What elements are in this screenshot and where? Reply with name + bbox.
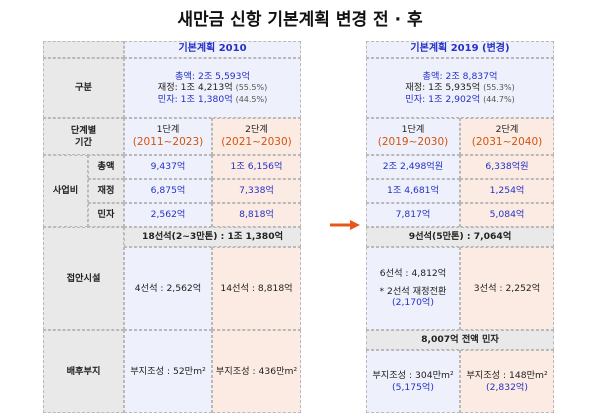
phase1-range-after: (2019~2030) xyxy=(377,135,449,148)
summary-total-after: 총액: 2조 8,837억 xyxy=(422,70,498,82)
land-p1-after: 부지조성 : 304만m² (5,175억) xyxy=(366,350,460,413)
summary-fiscal: 재정: 1조 4,213억 xyxy=(157,82,233,94)
phase2-range: (2021~2030) xyxy=(221,135,292,148)
cost-fiscal-label: 재정 xyxy=(88,179,124,203)
berth-p1-line3: (2,170억) xyxy=(392,297,434,309)
land-p2-before: 부지조성 : 436만m² xyxy=(212,330,301,413)
header-plan-2010: 기본계획 2010 xyxy=(124,41,301,58)
phase2-after: 2단계 (2031~2040) xyxy=(460,118,554,155)
berth-total-before: 18선석(2~3만톤) : 1조 1,380억 xyxy=(124,227,301,247)
land-total-after: 8,007억 전액 민자 xyxy=(366,330,554,350)
row-label-berth: 접안시설 xyxy=(43,227,124,330)
phase2-before: 2단계 (2021~2030) xyxy=(212,118,301,155)
p2-fiscal-before: 7,338억 xyxy=(212,179,301,203)
land-p2-label: 부지조성 : 148만m² xyxy=(466,370,548,381)
land-p2-after: 부지조성 : 148만m² (2,832억) xyxy=(460,350,554,413)
p2-total-before: 1조 6,156억 xyxy=(212,155,301,179)
corner-cell xyxy=(43,41,124,58)
summary-fiscal-after: 재정: 1조 5,935억 xyxy=(405,82,481,94)
p1-private-after: 7,817억 xyxy=(366,203,460,227)
summary-private-pct-after: (44.7%) xyxy=(483,94,515,104)
page-title: 새만금 신항 기본계획 변경 전 · 후 xyxy=(177,10,423,30)
p2-private-before: 8,818억 xyxy=(212,203,301,227)
berth-total-after: 9선석(5만톤) : 7,064억 xyxy=(366,227,554,247)
p2-total-after: 6,338억원 xyxy=(460,155,554,179)
p1-fiscal-before: 6,875억 xyxy=(124,179,212,203)
berth-p2-before: 14선석 : 8,818억 xyxy=(212,247,301,330)
phase-label-line1: 단계별 xyxy=(70,125,97,136)
land-p1-before: 부지조성 : 52만m² xyxy=(124,330,212,413)
berth-p1-after: 6선석 : 4,812억 * 2선석 재정전환 (2,170억) xyxy=(366,247,460,330)
cost-private-label: 민자 xyxy=(88,203,124,227)
p1-private-before: 2,562억 xyxy=(124,203,212,227)
p2-fiscal-after: 1,254억 xyxy=(460,179,554,203)
row-label-cost: 사업비 xyxy=(43,155,88,227)
p1-fiscal-after: 1조 4,681억 xyxy=(366,179,460,203)
cost-total-label: 총액 xyxy=(88,155,124,179)
table-before: 기본계획 2010 구분 총액: 2조 5,593억 재정: 1조 4,213억… xyxy=(43,41,301,413)
berth-p1-line2: * 2선석 재정전환 xyxy=(379,285,447,297)
phase2-label: 2단계 xyxy=(245,124,268,136)
row-label-hinterland: 배후부지 xyxy=(43,330,124,413)
berth-p1-before: 4선석 : 2,562억 xyxy=(124,247,212,330)
summary-total: 총액: 2조 5,593억 xyxy=(175,70,250,82)
phase-label-line2: 기간 xyxy=(75,136,92,148)
summary-private: 민자: 1조 1,380억 xyxy=(157,93,233,105)
land-p1-label: 부지조성 : 304만m² xyxy=(372,370,454,381)
summary-fiscal-pct-after: (55.3%) xyxy=(483,83,515,93)
summary-before: 총액: 2조 5,593억 재정: 1조 4,213억 (55.5%) 민자: … xyxy=(124,58,301,118)
p1-total-after: 2조 2,498억원 xyxy=(366,155,460,179)
row-label-category: 구분 xyxy=(43,58,124,118)
phase2-label-after: 2단계 xyxy=(495,124,519,136)
summary-after: 총액: 2조 8,837억 재정: 1조 5,935억 (55.3%) 민자: … xyxy=(366,58,554,118)
table-after: 기본계획 2019 (변경) 총액: 2조 8,837억 재정: 1조 5,93… xyxy=(366,41,554,413)
phase1-label-after: 1단계 xyxy=(401,124,425,136)
phase1-range: (2011~2023) xyxy=(132,135,204,148)
phase1-before: 1단계 (2011~2023) xyxy=(124,118,212,155)
phase2-range-after: (2031~2040) xyxy=(471,135,543,148)
berth-p2-after: 3선석 : 2,252억 xyxy=(460,247,554,330)
p1-total-before: 9,437억 xyxy=(124,155,212,179)
row-label-phase: 단계별 기간 xyxy=(43,118,124,155)
p2-private-after: 5,084억 xyxy=(460,203,554,227)
berth-p1-line1: 6선석 : 4,812억 xyxy=(379,268,447,280)
summary-private-pct: (44.5%) xyxy=(235,94,268,104)
summary-fiscal-pct: (55.5%) xyxy=(235,83,268,93)
land-p1-amount: (5,175억) xyxy=(392,381,434,393)
phase1-label: 1단계 xyxy=(156,124,180,136)
phase1-after: 1단계 (2019~2030) xyxy=(366,118,460,155)
land-p2-amount: (2,832억) xyxy=(486,381,528,393)
summary-private-after: 민자: 1조 2,902억 xyxy=(405,93,481,105)
arrow-right-icon xyxy=(330,220,360,230)
header-plan-2019: 기본계획 2019 (변경) xyxy=(366,41,554,58)
